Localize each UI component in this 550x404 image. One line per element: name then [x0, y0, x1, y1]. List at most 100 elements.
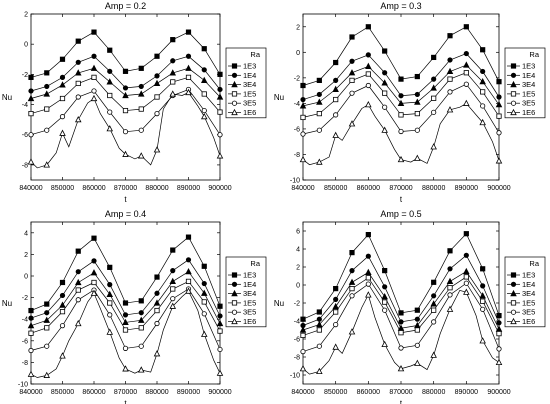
data-point [200, 76, 208, 83]
data-point [300, 332, 306, 339]
data-point [59, 309, 66, 315]
series-1E3 [28, 234, 223, 314]
data-point [75, 248, 81, 254]
data-point [74, 115, 82, 123]
data-point [332, 302, 339, 310]
y-tick-label: 0 [24, 274, 28, 281]
data-point [463, 50, 469, 57]
data-point [169, 277, 177, 285]
data-point [496, 113, 502, 119]
data-point [431, 54, 437, 61]
data-point [107, 312, 113, 318]
data-point [463, 280, 469, 286]
x-tick-label: 860000 [357, 389, 380, 396]
data-point [200, 330, 208, 337]
y-tick-label: 2 [24, 252, 28, 259]
data-point [201, 91, 207, 97]
x-tick-label: 890000 [177, 389, 200, 396]
data-point [431, 76, 437, 82]
data-point [106, 78, 114, 85]
legend-marker [510, 72, 517, 78]
data-point [217, 86, 223, 93]
data-point [122, 312, 129, 318]
data-point [74, 319, 82, 327]
data-point [463, 99, 470, 106]
data-point [414, 359, 421, 366]
data-point [463, 24, 469, 30]
data-point [59, 292, 66, 299]
y-tick-label: -4 [22, 102, 28, 109]
data-point [185, 88, 192, 96]
data-point [107, 264, 113, 270]
data-point [496, 79, 502, 85]
data-point [414, 73, 420, 80]
data-point [496, 320, 502, 326]
data-point [170, 58, 176, 64]
data-point [91, 74, 97, 80]
data-point [414, 111, 420, 117]
data-point [28, 315, 34, 321]
data-point [91, 29, 97, 35]
legend-title: Ra [250, 259, 260, 268]
data-point [185, 29, 192, 35]
x-tick-label: 880000 [422, 185, 445, 192]
data-point [91, 53, 97, 59]
series-line [30, 259, 221, 319]
chart-panel-2: Amp = 0.3 840000 850000 860000 870000 880000 8… [274, 1, 546, 204]
data-point [446, 277, 454, 285]
data-point [122, 345, 129, 351]
data-point [216, 369, 224, 376]
data-point [75, 297, 81, 303]
legend-marker [510, 108, 517, 116]
legend-label: 1E5 [243, 89, 256, 98]
series-1E4 [28, 257, 223, 321]
data-point [59, 301, 66, 308]
data-point [365, 52, 371, 58]
series-line [30, 280, 221, 334]
y-tick-label: -6 [294, 126, 300, 133]
data-point [348, 120, 356, 127]
data-point [217, 71, 223, 77]
data-point [107, 109, 113, 115]
data-point [138, 325, 144, 331]
y-tick-label: 2 [296, 24, 300, 31]
x-axis-label: t [124, 399, 127, 404]
data-point [414, 91, 420, 98]
data-point [90, 64, 98, 71]
data-point [381, 340, 388, 348]
y-tick-label: 0 [296, 50, 300, 57]
data-point [75, 38, 81, 44]
data-point [365, 281, 371, 287]
data-point [153, 350, 161, 357]
data-point [397, 99, 405, 106]
data-point [365, 275, 371, 281]
x-tick-label: 890000 [455, 185, 478, 192]
legend-marker [231, 80, 238, 88]
data-point [447, 266, 453, 272]
data-point [299, 155, 307, 163]
data-point [299, 365, 307, 372]
data-point [153, 79, 161, 87]
series-1E6 [27, 88, 224, 169]
series-3E5 [300, 280, 502, 355]
data-point [122, 365, 129, 372]
data-point [59, 56, 66, 62]
legend-marker [510, 100, 517, 106]
data-point [365, 82, 371, 89]
chart-title: Amp = 0.4 [105, 209, 146, 219]
data-point [480, 89, 486, 95]
data-point [381, 79, 388, 86]
data-point [200, 289, 208, 296]
data-point [28, 88, 34, 94]
x-tick-label: 840000 [291, 389, 314, 396]
data-point [349, 58, 355, 64]
data-point [75, 80, 81, 87]
x-tick-label: 870000 [114, 389, 137, 396]
x-tick-label: 870000 [114, 185, 137, 192]
data-point [480, 47, 486, 53]
data-point [154, 53, 160, 59]
data-point [333, 112, 339, 118]
legend-label: 1E5 [243, 298, 256, 307]
data-point [300, 114, 306, 121]
